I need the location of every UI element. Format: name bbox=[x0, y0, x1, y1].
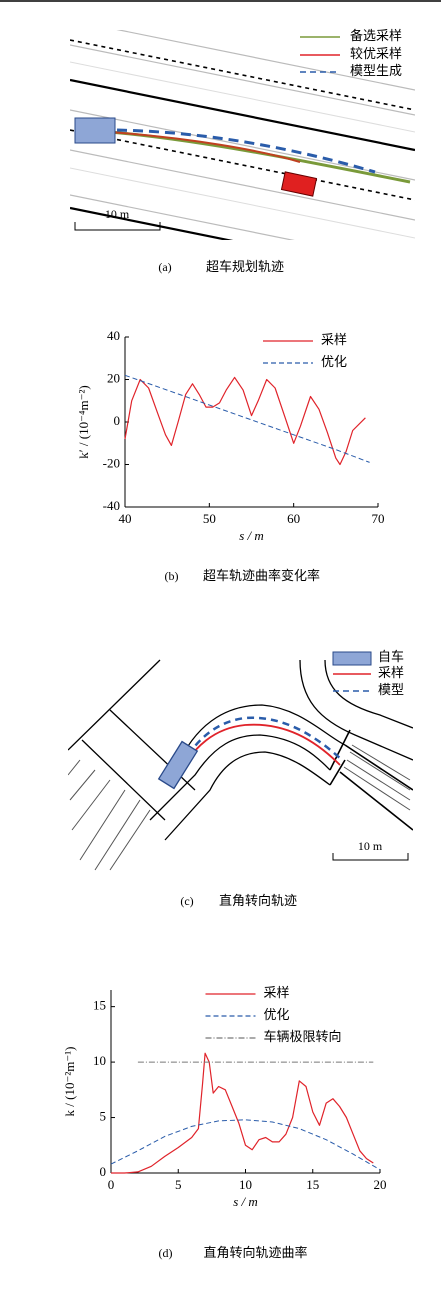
x-tick-label: 40 bbox=[119, 511, 132, 526]
panel-label: (b) bbox=[165, 569, 179, 583]
legend-label: 模型 bbox=[378, 682, 404, 697]
scale-bar bbox=[74, 222, 161, 231]
x-axis-label: s / m bbox=[239, 528, 264, 543]
scale-bar bbox=[332, 853, 409, 861]
legend-label: 模型生成 bbox=[350, 63, 402, 78]
y-tick-label: 0 bbox=[100, 1164, 107, 1179]
x-tick-label: 0 bbox=[108, 1177, 115, 1192]
legend-label: 采样 bbox=[264, 985, 290, 1000]
y-tick-label: -40 bbox=[103, 498, 120, 513]
legend-c: 自车 采样 模型 bbox=[332, 649, 404, 697]
y-tick-label: 15 bbox=[93, 998, 106, 1013]
series-line bbox=[110, 1119, 381, 1171]
road-map-a bbox=[70, 30, 415, 240]
panel-label: (d) bbox=[159, 1246, 173, 1260]
series-line bbox=[124, 374, 370, 463]
y-tick-label: 40 bbox=[107, 328, 120, 343]
caption: 直角转向轨迹 bbox=[219, 893, 297, 908]
x-tick-label: 5 bbox=[175, 1177, 182, 1192]
y-axis-label: k / (10⁻²m⁻¹) bbox=[62, 1047, 77, 1117]
x-axis-label: s / m bbox=[233, 1194, 258, 1209]
x-tick-label: 50 bbox=[203, 511, 216, 526]
panel-label: (a) bbox=[158, 260, 171, 274]
x-tick-label: 20 bbox=[374, 1177, 387, 1192]
y-tick-label: -20 bbox=[103, 455, 120, 470]
legend-label: 较优采样 bbox=[350, 46, 402, 61]
scale-label: 10 m bbox=[358, 839, 383, 853]
x-tick-label: 60 bbox=[287, 511, 300, 526]
y-tick-label: 0 bbox=[114, 413, 121, 428]
legend-label: 优化 bbox=[264, 1007, 290, 1022]
y-axis-label: k′ / (10⁻⁴m⁻²) bbox=[76, 385, 91, 458]
road-map-c bbox=[68, 659, 413, 871]
caption: 直角转向轨迹曲率 bbox=[203, 1245, 307, 1260]
scale-label: 10 m bbox=[105, 207, 130, 221]
y-tick-label: 20 bbox=[107, 370, 120, 385]
legend-label: 优化 bbox=[321, 354, 347, 369]
x-tick-label: 70 bbox=[372, 511, 385, 526]
x-tick-label: 10 bbox=[239, 1177, 252, 1192]
series-line bbox=[111, 1052, 374, 1174]
y-tick-label: 5 bbox=[100, 1109, 107, 1124]
caption: 超车轨迹曲率变化率 bbox=[203, 568, 320, 583]
legend-label: 车辆极限转向 bbox=[264, 1029, 342, 1044]
legend-a: 备选采样 较优采样 模型生成 bbox=[300, 28, 402, 78]
x-tick-label: 15 bbox=[306, 1177, 319, 1192]
caption: 超车规划轨迹 bbox=[206, 259, 284, 274]
panel-label: (c) bbox=[180, 894, 193, 908]
legend-label: 采样 bbox=[378, 665, 404, 680]
series-line bbox=[124, 376, 366, 466]
legend-label: 自车 bbox=[378, 649, 404, 664]
legend-label: 备选采样 bbox=[350, 28, 402, 43]
legend-label: 采样 bbox=[321, 332, 347, 347]
y-tick-label: 10 bbox=[93, 1053, 106, 1068]
